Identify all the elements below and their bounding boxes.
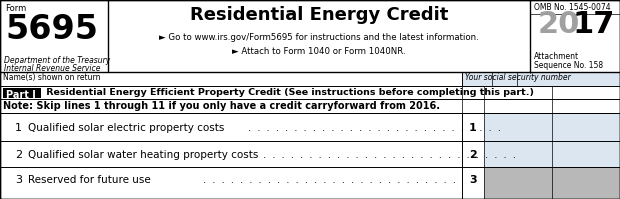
Text: Sequence No. 158: Sequence No. 158 <box>534 61 603 70</box>
Text: Your social security number: Your social security number <box>465 73 571 82</box>
Text: 17: 17 <box>572 10 614 39</box>
Text: 3: 3 <box>469 175 477 185</box>
Bar <box>462 72 620 86</box>
Text: 2: 2 <box>15 150 22 160</box>
Text: Name(s) shown on return: Name(s) shown on return <box>3 73 100 82</box>
Text: Qualified solar electric property costs: Qualified solar electric property costs <box>28 123 224 133</box>
Text: OMB No. 1545-0074: OMB No. 1545-0074 <box>534 3 611 12</box>
Text: .  .  .  .  .  .  .  .  .  .  .  .  .  .  .  .  .  .  .  .  .  .  .  .  .  .  . : . . . . . . . . . . . . . . . . . . . . … <box>200 175 459 185</box>
Text: Residential Energy Credit: Residential Energy Credit <box>190 6 448 24</box>
Text: 20: 20 <box>538 10 580 39</box>
Text: .  .  .  .  .  .  .  .  .  .  .  .  .  .  .  .  .  .  .  .  .  .  .  .  .  .  . : . . . . . . . . . . . . . . . . . . . . … <box>260 150 519 160</box>
Text: 1: 1 <box>15 123 22 133</box>
Text: Reserved for future use: Reserved for future use <box>28 175 151 185</box>
Bar <box>3 88 41 98</box>
Text: Form: Form <box>5 4 26 13</box>
Text: 2: 2 <box>469 150 477 160</box>
Text: Note: Skip lines 1 through 11 if you only have a credit carryforward from 2016.: Note: Skip lines 1 through 11 if you onl… <box>3 101 440 111</box>
Bar <box>552 113 620 141</box>
Text: 5695: 5695 <box>5 13 98 46</box>
Text: 1: 1 <box>469 123 477 133</box>
Bar <box>552 141 620 167</box>
Text: 3: 3 <box>15 175 22 185</box>
Text: Residential Energy Efficient Property Credit (See instructions before completing: Residential Energy Efficient Property Cr… <box>43 88 534 97</box>
Text: Qualified solar water heating property costs: Qualified solar water heating property c… <box>28 150 259 160</box>
Bar <box>484 167 552 199</box>
Bar <box>484 141 552 167</box>
Bar <box>552 167 620 199</box>
Text: Department of the Treasury: Department of the Treasury <box>4 56 110 65</box>
Text: ► Go to www.irs.gov/Form5695 for instructions and the latest information.: ► Go to www.irs.gov/Form5695 for instruc… <box>159 33 479 42</box>
Text: Part I: Part I <box>6 90 36 100</box>
Text: ► Attach to Form 1040 or Form 1040NR.: ► Attach to Form 1040 or Form 1040NR. <box>232 47 406 56</box>
Text: Attachment: Attachment <box>534 52 579 61</box>
Bar <box>484 113 552 141</box>
Text: .  .  .  .  .  .  .  .  .  .  .  .  .  .  .  .  .  .  .  .  .  .  .  .  .  .  . : . . . . . . . . . . . . . . . . . . . . … <box>245 123 504 133</box>
Text: Internal Revenue Service: Internal Revenue Service <box>4 64 100 73</box>
